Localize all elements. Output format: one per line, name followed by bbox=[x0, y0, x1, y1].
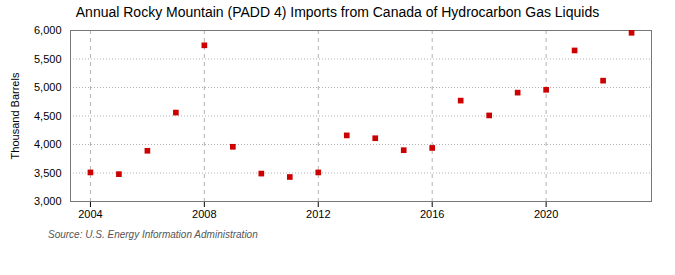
svg-text:5,500: 5,500 bbox=[34, 53, 62, 65]
svg-text:3,500: 3,500 bbox=[34, 167, 62, 179]
svg-text:2012: 2012 bbox=[306, 208, 330, 220]
svg-text:4,500: 4,500 bbox=[34, 110, 62, 122]
svg-text:2004: 2004 bbox=[78, 208, 102, 220]
svg-text:2020: 2020 bbox=[534, 208, 558, 220]
html-text:Source: U.S. Energy Informatio: Source: U.S. Energy Information Administ… bbox=[48, 229, 258, 240]
svg-text:5,000: 5,000 bbox=[34, 81, 62, 93]
svg-text:2016: 2016 bbox=[420, 208, 444, 220]
svg-text:2008: 2008 bbox=[192, 208, 216, 220]
html-text:Annual Rocky Mountain (PADD 4): Annual Rocky Mountain (PADD 4) Imports f… bbox=[75, 4, 600, 20]
svg-text:4,000: 4,000 bbox=[34, 138, 62, 150]
svg-text:6,000: 6,000 bbox=[34, 24, 62, 36]
svg-text:Thousand Barrels: Thousand Barrels bbox=[9, 72, 21, 159]
svg-text:3,000: 3,000 bbox=[34, 195, 62, 207]
